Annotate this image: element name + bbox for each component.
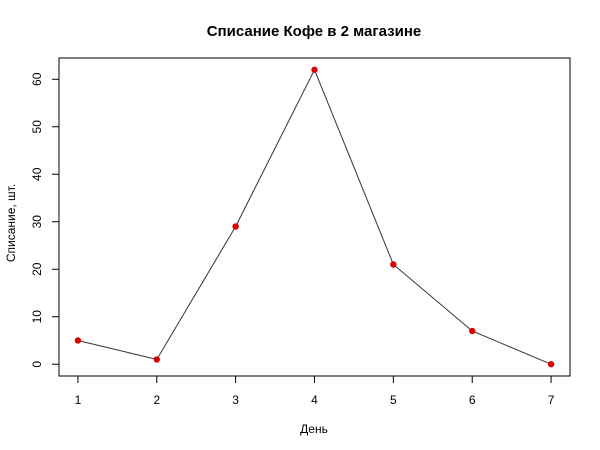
points-layer <box>74 66 555 368</box>
data-point <box>547 361 555 368</box>
y-tick-label: 60 <box>30 72 44 86</box>
y-axis: 0 10 20 30 40 50 60 <box>30 72 60 368</box>
x-tick-label: 2 <box>153 393 160 407</box>
x-tick-label: 5 <box>390 393 397 407</box>
x-axis-label: День <box>300 422 328 436</box>
series-line <box>77 68 552 365</box>
y-tick-label: 0 <box>30 361 44 368</box>
x-tick-label: 7 <box>548 393 555 407</box>
data-point <box>469 327 476 335</box>
y-tick-label: 20 <box>30 262 44 276</box>
series-layer <box>77 68 552 365</box>
data-point <box>153 356 160 363</box>
data-point <box>390 261 397 268</box>
y-tick-label: 30 <box>30 215 44 229</box>
data-point <box>311 66 318 73</box>
x-axis: 1 2 3 4 5 6 7 <box>75 375 555 407</box>
x-tick-label: 3 <box>232 393 239 407</box>
x-tick-label: 6 <box>469 393 476 407</box>
data-point <box>74 337 82 344</box>
plot-area-frame <box>58 57 571 377</box>
y-axis-label: Списание, шт. <box>4 184 18 262</box>
y-tick-label: 50 <box>30 120 44 134</box>
x-tick-label: 1 <box>75 393 82 407</box>
chart-title: Списание Кофе в 2 магазине <box>207 23 422 40</box>
data-point <box>232 223 239 230</box>
y-tick-label: 10 <box>30 310 44 324</box>
y-tick-label: 40 <box>30 167 44 181</box>
x-tick-label: 4 <box>311 393 318 407</box>
